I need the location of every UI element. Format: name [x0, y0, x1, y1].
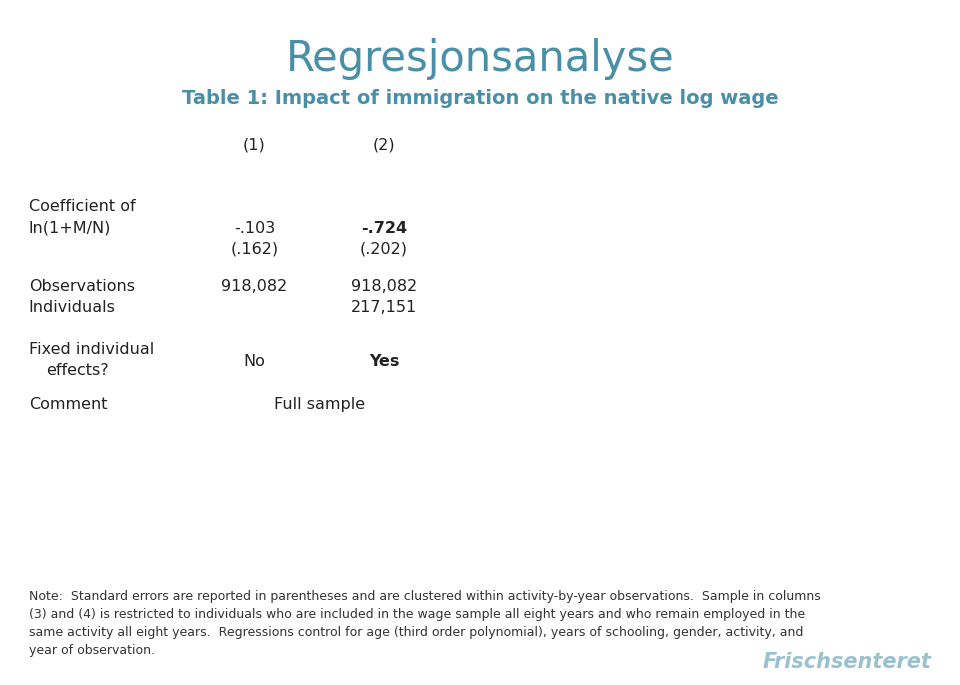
Text: Yes: Yes: [369, 354, 399, 369]
Text: same activity all eight years.  Regressions control for age (third order polynom: same activity all eight years. Regressio…: [29, 626, 804, 639]
Text: (.202): (.202): [360, 241, 408, 256]
Text: Observations: Observations: [29, 279, 134, 295]
Text: Comment: Comment: [29, 397, 108, 412]
Text: 918,082: 918,082: [350, 279, 418, 295]
Text: 918,082: 918,082: [221, 279, 288, 295]
Text: 217,151: 217,151: [350, 300, 418, 315]
Text: Table 1: Impact of immigration on the native log wage: Table 1: Impact of immigration on the na…: [181, 89, 779, 108]
Text: (2): (2): [372, 137, 396, 152]
Text: -.103: -.103: [234, 221, 275, 236]
Text: Regresjonsanalyse: Regresjonsanalyse: [286, 38, 674, 79]
Text: ln(1+M/N): ln(1+M/N): [29, 221, 111, 236]
Text: Frischsenteret: Frischsenteret: [762, 652, 931, 672]
Text: effects?: effects?: [46, 363, 108, 378]
Text: Full sample: Full sample: [274, 397, 365, 412]
Text: year of observation.: year of observation.: [29, 644, 155, 657]
Text: Coefficient of: Coefficient of: [29, 199, 135, 214]
Text: -.724: -.724: [361, 221, 407, 236]
Text: Individuals: Individuals: [29, 300, 115, 315]
Text: (1): (1): [243, 137, 266, 152]
Text: Note:  Standard errors are reported in parentheses and are clustered within acti: Note: Standard errors are reported in pa…: [29, 590, 821, 603]
Text: (3) and (4) is restricted to individuals who are included in the wage sample all: (3) and (4) is restricted to individuals…: [29, 608, 804, 621]
Text: No: No: [244, 354, 265, 369]
Text: Fixed individual: Fixed individual: [29, 342, 154, 358]
Text: (.162): (.162): [230, 241, 278, 256]
